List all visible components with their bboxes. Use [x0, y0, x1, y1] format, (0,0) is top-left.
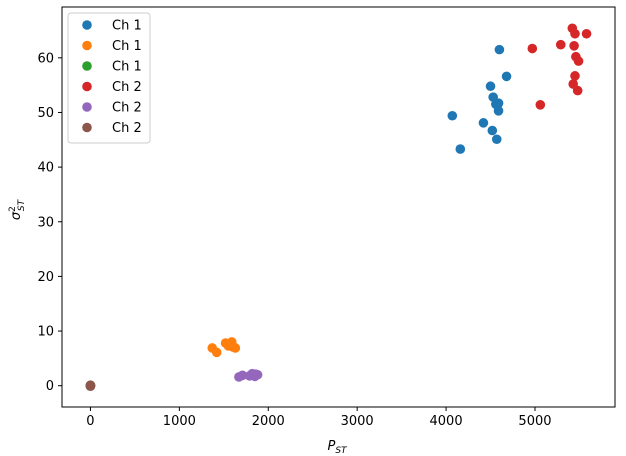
y-tick-label-3: 30: [37, 215, 54, 230]
point-series-0-1: [455, 144, 466, 154]
x-axis-label: PST: [327, 439, 348, 456]
x-tick-label-2: 2000: [252, 414, 285, 429]
legend-label-1: Ch 1: [112, 39, 142, 54]
point-series-1-1: [211, 347, 222, 358]
x-tick-label-4: 4000: [430, 414, 463, 429]
y-tick-label-2: 20: [37, 270, 54, 285]
y-tick-label-6: 60: [37, 51, 54, 66]
legend-marker-4: [82, 102, 92, 112]
point-series-5-2: [85, 381, 96, 392]
axes: 0 1000 2000 3000 4000 5000 0 10 20 30 40 50 60: [37, 6, 616, 429]
plot-area: [85, 23, 592, 392]
legend-label-3: Ch 2: [112, 80, 142, 95]
y-tick-label-1: 10: [37, 325, 54, 340]
legend-label-2: Ch 1: [112, 60, 142, 75]
point-series-3-2: [555, 39, 566, 50]
point-series-3-5: [569, 40, 579, 51]
point-series-0-11: [501, 71, 512, 82]
point-series-3-0: [527, 43, 538, 54]
point-series-3-1: [535, 100, 546, 110]
legend-label-4: Ch 2: [112, 101, 142, 116]
y-tick-label-5: 50: [37, 106, 54, 121]
point-series-3-7: [570, 71, 580, 81]
legend: Ch 1 Ch 1 Ch 1 Ch 2 Ch 2 Ch 2: [67, 12, 151, 144]
point-series-3-10: [573, 56, 584, 66]
point-series-0-10: [494, 44, 505, 55]
legend-marker-2: [82, 61, 92, 71]
point-series-0-8: [493, 98, 504, 108]
point-series-3-6: [570, 28, 580, 39]
point-series-1-7: [230, 343, 241, 353]
point-series-4-7: [252, 369, 263, 380]
legend-label-0: Ch 1: [112, 19, 142, 34]
legend-marker-3: [82, 81, 92, 92]
legend-label-5: Ch 2: [112, 121, 142, 136]
point-series-0-7: [491, 134, 502, 145]
point-series-0-3: [485, 81, 496, 92]
y-axis-label: σ2ST: [8, 198, 27, 220]
legend-marker-0: [82, 20, 92, 30]
legend-marker-5: [82, 122, 92, 133]
point-series-0-4: [487, 125, 498, 136]
point-series-4-1: [237, 370, 248, 381]
x-tick-label-0: 0: [86, 414, 94, 429]
point-series-0-2: [478, 118, 489, 128]
x-tick-label-1: 1000: [163, 414, 196, 429]
point-series-0-0: [447, 110, 458, 121]
y-tick-label-4: 40: [37, 161, 54, 176]
point-series-3-11: [581, 28, 592, 39]
point-series-3-9: [572, 85, 583, 96]
point-series-0-9: [493, 106, 504, 116]
y-tick-label-0: 0: [46, 379, 54, 394]
x-tick-label-5: 5000: [518, 414, 551, 429]
plot-frame: [61, 6, 616, 408]
x-tick-label-3: 3000: [341, 414, 374, 429]
legend-marker-1: [82, 40, 92, 51]
